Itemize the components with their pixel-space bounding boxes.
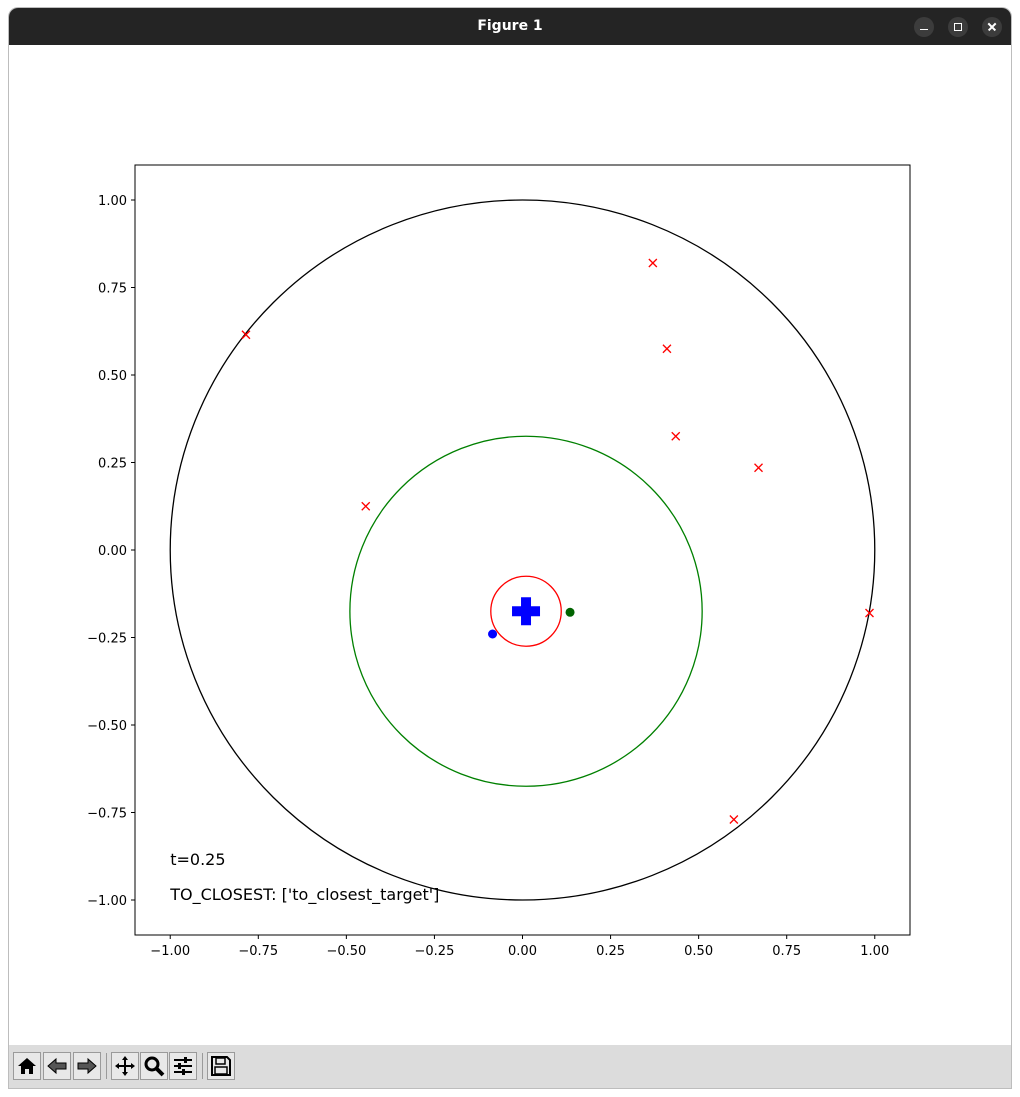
y-tick-label: 0.75 xyxy=(98,282,127,297)
pan-icon xyxy=(115,1056,135,1076)
y-tick-label: 0.00 xyxy=(98,544,127,559)
forward-icon xyxy=(77,1057,97,1075)
x-tick-label: 1.00 xyxy=(860,944,889,959)
circle-0 xyxy=(169,199,876,901)
y-tick-label: 1.00 xyxy=(98,194,127,209)
target-marker xyxy=(241,330,251,340)
figure-window: Figure 1 −1.00 −0.75 −0.50 −0.25 0.00 0.25 0.5… xyxy=(9,8,1011,1088)
y-ticks: −1.00 −0.75 −0.50 −0.25 0.00 0.25 0.50 0.75 1.00 xyxy=(87,194,135,909)
dot-marker xyxy=(488,629,498,639)
plot-svg: −1.00 −0.75 −0.50 −0.25 0.00 0.25 0.50 0.75 1.00… xyxy=(87,164,911,959)
maximize-button[interactable] xyxy=(948,17,968,37)
circles-layer xyxy=(169,199,876,901)
target-marker xyxy=(648,258,658,268)
x-tick-label: 0.25 xyxy=(596,944,625,959)
home-button[interactable] xyxy=(13,1052,41,1080)
navigation-toolbar xyxy=(9,1045,1011,1088)
annotation-text: TO_CLOSEST: ['to_closest_target'] xyxy=(169,885,439,905)
configure-subplots-button[interactable] xyxy=(169,1052,197,1080)
save-button[interactable] xyxy=(207,1052,235,1080)
pan-button[interactable] xyxy=(111,1052,139,1080)
target-marker xyxy=(361,501,371,511)
dot-marker xyxy=(565,607,575,617)
target-marker xyxy=(754,463,763,473)
forward-button[interactable] xyxy=(73,1052,101,1080)
figure-canvas[interactable]: −1.00 −0.75 −0.50 −0.25 0.00 0.25 0.50 0.75 1.00… xyxy=(9,45,1011,1045)
x-tick-label: −0.50 xyxy=(326,944,366,959)
x-tick-label: 0.75 xyxy=(772,944,801,959)
configure-subplots-icon xyxy=(174,1057,192,1075)
target-marker xyxy=(671,431,681,441)
y-tick-label: 0.50 xyxy=(98,369,127,384)
x-ticks: −1.00 −0.75 −0.50 −0.25 0.00 0.25 0.50 0.75 1.00 xyxy=(150,935,889,959)
y-tick-label: −0.50 xyxy=(87,719,127,734)
target-marker xyxy=(729,815,739,824)
markers-layer xyxy=(488,607,575,639)
window-title: Figure 1 xyxy=(477,18,543,34)
save-icon xyxy=(211,1056,231,1076)
target-marker xyxy=(865,608,874,618)
close-button[interactable] xyxy=(982,17,1002,37)
y-tick-label: −0.25 xyxy=(87,632,127,647)
target-marker xyxy=(662,344,672,354)
toolbar-separator xyxy=(106,1053,107,1079)
zoom-button[interactable] xyxy=(140,1052,168,1080)
circle-1 xyxy=(349,435,703,787)
x-tick-label: −0.75 xyxy=(238,944,278,959)
title-bar: Figure 1 xyxy=(9,8,1011,45)
axes-frame xyxy=(134,164,911,936)
annotation-text: t=0.25 xyxy=(170,850,225,869)
home-icon xyxy=(18,1058,36,1074)
y-tick-label: −1.00 xyxy=(87,894,127,909)
minimize-button[interactable] xyxy=(914,17,934,37)
y-tick-label: −0.75 xyxy=(87,807,127,822)
back-button[interactable] xyxy=(43,1052,71,1080)
x-tick-label: 0.50 xyxy=(684,944,713,959)
zoom-icon xyxy=(144,1056,165,1077)
x-tick-label: −1.00 xyxy=(150,944,190,959)
agent-layer xyxy=(512,597,541,626)
targets-layer xyxy=(241,258,874,824)
y-tick-label: 0.25 xyxy=(98,457,127,472)
annotations: t=0.25 TO_CLOSEST: ['to_closest_target'] xyxy=(169,850,439,905)
circle-2 xyxy=(490,575,562,647)
back-icon xyxy=(47,1057,67,1075)
agent-marker xyxy=(512,597,541,626)
x-tick-label: 0.00 xyxy=(508,944,537,959)
toolbar-separator xyxy=(202,1053,203,1079)
x-tick-label: −0.25 xyxy=(415,944,455,959)
